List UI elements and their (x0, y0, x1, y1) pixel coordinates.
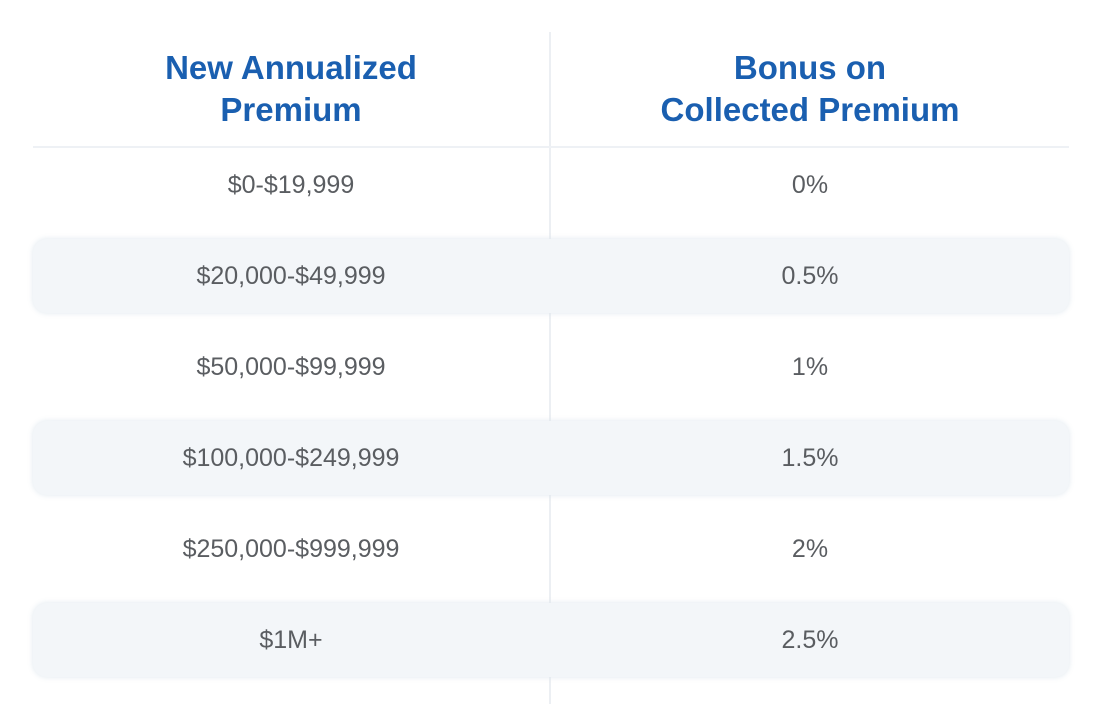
bonus-cell: 0.5% (781, 261, 839, 290)
bonus-table: New Annualized Premium Bonus on Collecte… (33, 32, 1069, 704)
table-row: $50,000-$99,999 1% (33, 330, 1069, 404)
table-row: $1M+ 2.5% (33, 603, 1069, 677)
bonus-cell: 1.5% (781, 443, 839, 472)
table-row: $100,000-$249,999 1.5% (33, 421, 1069, 495)
premium-cell: $1M+ (259, 625, 323, 654)
table-body: $0-$19,999 0% $20,000-$49,999 0.5% $50,0… (33, 148, 1069, 694)
header-premium: New Annualized Premium (33, 32, 549, 146)
premium-cell: $20,000-$49,999 (196, 261, 386, 290)
column-divider (549, 32, 551, 704)
bonus-cell: 1% (791, 352, 829, 381)
header-bonus-label: Bonus on Collected Premium (660, 49, 960, 128)
header-bonus: Bonus on Collected Premium (551, 32, 1069, 146)
bonus-cell: 0% (791, 170, 829, 199)
bonus-cell: 2.5% (781, 625, 839, 654)
premium-cell: $50,000-$99,999 (196, 352, 386, 381)
table-row: $20,000-$49,999 0.5% (33, 239, 1069, 313)
bonus-cell: 2% (791, 534, 829, 563)
premium-cell: $250,000-$999,999 (182, 534, 400, 563)
table-row: $0-$19,999 0% (33, 148, 1069, 222)
header-premium-label: New Annualized Premium (165, 49, 417, 128)
premium-cell: $100,000-$249,999 (182, 443, 400, 472)
premium-cell: $0-$19,999 (227, 170, 355, 199)
table-row: $250,000-$999,999 2% (33, 512, 1069, 586)
table-header: New Annualized Premium Bonus on Collecte… (33, 32, 1069, 148)
